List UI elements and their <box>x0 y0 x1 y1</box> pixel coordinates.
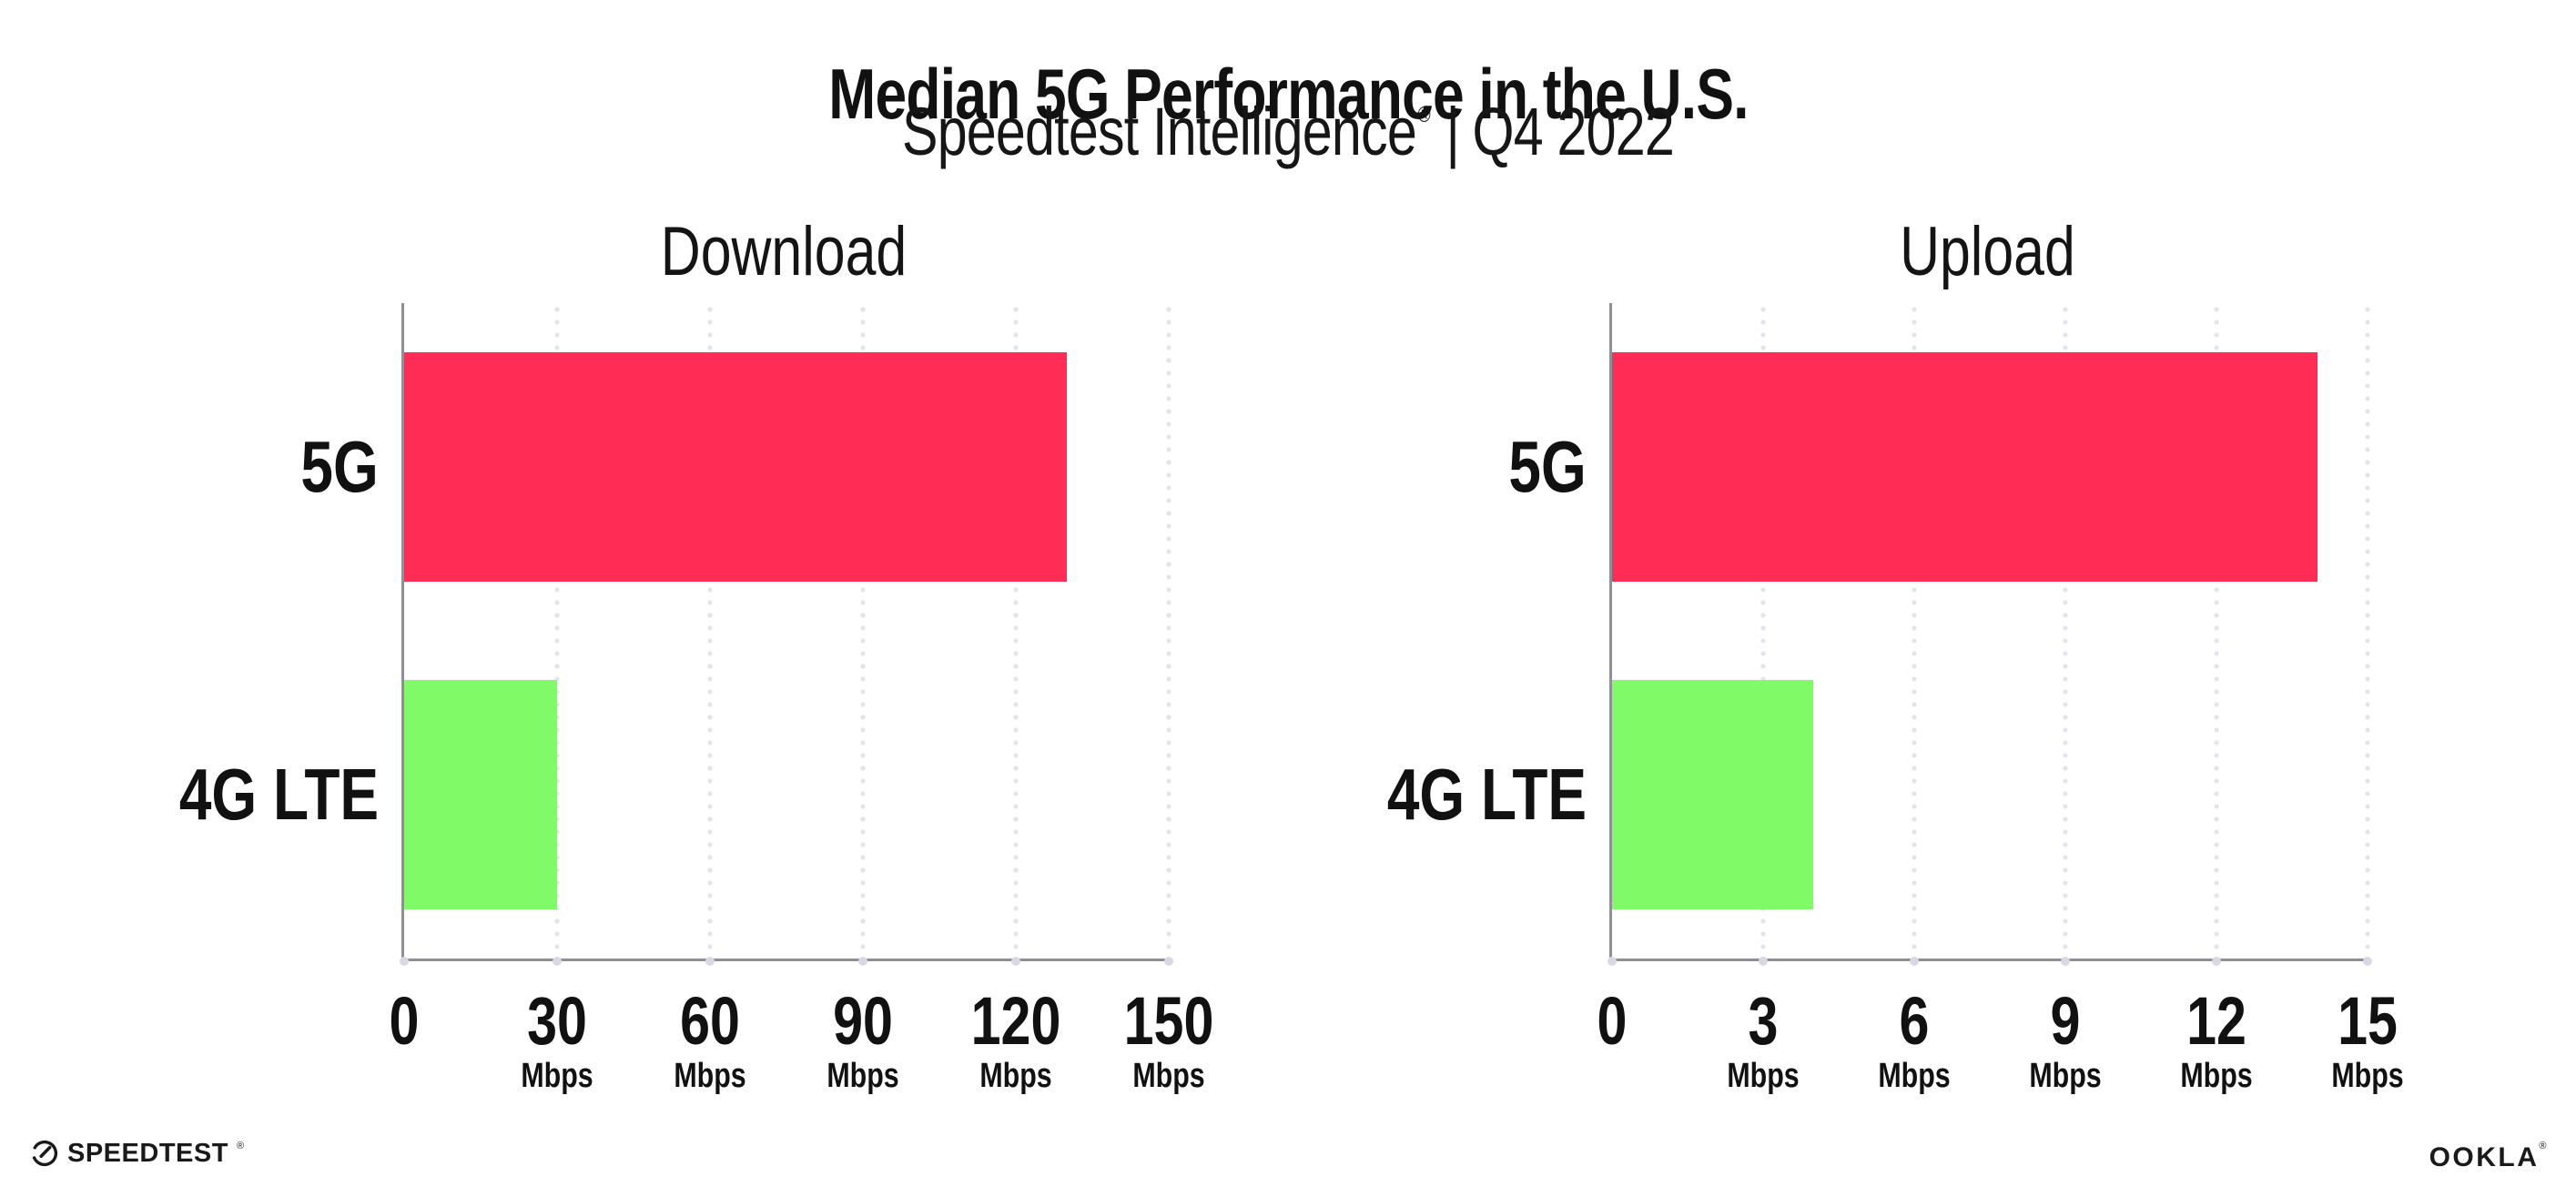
speedtest-gauge-icon <box>31 1140 58 1167</box>
tick-label-6: 6 Mbps <box>1878 983 1951 1095</box>
tick-label-3: 3 Mbps <box>1727 983 1800 1095</box>
tick-label-30: 30 Mbps <box>521 983 593 1095</box>
download-chart-title: Download <box>401 216 1166 289</box>
bar-5g <box>404 352 1067 582</box>
page-title: Median 5G Performance in the U.S. <box>0 58 2576 129</box>
axis-tick-0 <box>400 957 409 966</box>
axis-tick-60 <box>705 957 715 966</box>
tick-value: 12 <box>2186 983 2246 1059</box>
axis-tick-0 <box>1607 957 1617 966</box>
subtitle-period: Q4 2022 <box>1472 94 1674 169</box>
tick-unit: Mbps <box>2180 1057 2253 1095</box>
page-title-text: Median 5G Performance in the U.S. <box>827 54 1749 135</box>
ookla-logo: OOKLA® <box>2429 1141 2549 1172</box>
tick-label-15: 15 Mbps <box>2331 983 2404 1095</box>
tick-value: 9 <box>2050 983 2081 1059</box>
registered-mark-icon: ® <box>1417 103 1431 127</box>
tick-label-0: 0 <box>390 988 420 1055</box>
gridline-60 <box>707 303 713 959</box>
tick-unit: Mbps <box>979 1057 1052 1095</box>
tick-label-60: 60 Mbps <box>674 983 746 1095</box>
page-subtitle: Speedtest Intelligence® | Q4 2022 <box>0 96 2576 167</box>
gridline-30 <box>554 303 560 959</box>
axis-tick-12 <box>2212 957 2221 966</box>
axis-tick-30 <box>553 957 562 966</box>
tick-label-0: 0 <box>1597 988 1628 1055</box>
gridline-90 <box>860 303 866 959</box>
speedtest-registered-mark: ® <box>236 1141 245 1151</box>
tick-value: 0 <box>1597 983 1628 1059</box>
upload-chart-title-text: Upload <box>1899 213 2075 290</box>
bar-5g <box>1612 352 2317 582</box>
tick-label-9: 9 Mbps <box>2029 983 2102 1095</box>
tick-label-150: 150 Mbps <box>1123 983 1214 1095</box>
category-label-4g-lte: 4G LTE <box>1386 754 1587 835</box>
category-label-5g: 5G <box>1508 426 1587 507</box>
axis-tick-15 <box>2363 957 2372 966</box>
page-subtitle-text: Speedtest Intelligence® | Q4 2022 <box>901 94 1675 169</box>
tick-unit: Mbps <box>521 1057 593 1095</box>
tick-unit: Mbps <box>1132 1057 1205 1095</box>
ookla-wordmark: OOKLA <box>2429 1142 2540 1172</box>
speedtest-wordmark: SPEEDTEST <box>67 1138 228 1168</box>
gridline-12 <box>2214 303 2219 959</box>
tick-unit: Mbps <box>674 1057 746 1095</box>
tick-value: 60 <box>680 983 740 1059</box>
tick-value: 90 <box>833 983 893 1059</box>
axis-tick-120 <box>1011 957 1020 966</box>
gridline-3 <box>1760 303 1766 959</box>
tick-value: 120 <box>970 983 1061 1059</box>
speedtest-logo: SPEEDTEST ® <box>30 1139 244 1168</box>
tick-value: 30 <box>527 983 587 1059</box>
tick-value: 0 <box>389 983 420 1059</box>
axis-tick-3 <box>1759 957 1768 966</box>
tick-label-120: 120 Mbps <box>970 983 1061 1095</box>
axis-tick-6 <box>1910 957 1919 966</box>
tick-value: 150 <box>1123 983 1214 1059</box>
bar-4g-lte <box>404 680 557 909</box>
download-plot-area: 0 30 Mbps 60 Mbps 90 Mbps 120 Mbps 150 Mbps 5G 4G LT… <box>179 303 1213 1093</box>
tick-unit: Mbps <box>1878 1057 1951 1095</box>
gridline-120 <box>1013 303 1019 959</box>
gridline-15 <box>2365 303 2370 959</box>
subtitle-separator: | <box>1445 94 1460 169</box>
axis-tick-90 <box>858 957 867 966</box>
tick-unit: Mbps <box>1727 1057 1800 1095</box>
tick-label-12: 12 Mbps <box>2180 983 2253 1095</box>
upload-chart-title: Upload <box>1609 216 2365 289</box>
gridline-150 <box>1166 303 1171 959</box>
tick-label-90: 90 Mbps <box>827 983 899 1095</box>
ookla-registered-mark: ® <box>2539 1141 2549 1151</box>
bar-4g-lte <box>1612 680 1814 909</box>
tick-value: 3 <box>1748 983 1779 1059</box>
download-chart-title-text: Download <box>660 213 908 290</box>
tick-value: 15 <box>2338 983 2398 1059</box>
gridline-6 <box>1912 303 1917 959</box>
axis-tick-9 <box>2061 957 2070 966</box>
gridline-9 <box>2063 303 2068 959</box>
tick-unit: Mbps <box>827 1057 899 1095</box>
tick-unit: Mbps <box>2331 1057 2404 1095</box>
axis-tick-150 <box>1164 957 1173 966</box>
category-label-4g-lte: 4G LTE <box>178 754 379 835</box>
tick-unit: Mbps <box>2029 1057 2102 1095</box>
tick-value: 6 <box>1899 983 1930 1059</box>
category-label-5g: 5G <box>300 426 379 507</box>
upload-plot-area: 0 3 Mbps 6 Mbps 9 Mbps 12 Mbps 15 Mbps 5G 4G LTE <box>1387 303 2404 1093</box>
subtitle-brand: Speedtest Intelligence <box>901 94 1417 169</box>
